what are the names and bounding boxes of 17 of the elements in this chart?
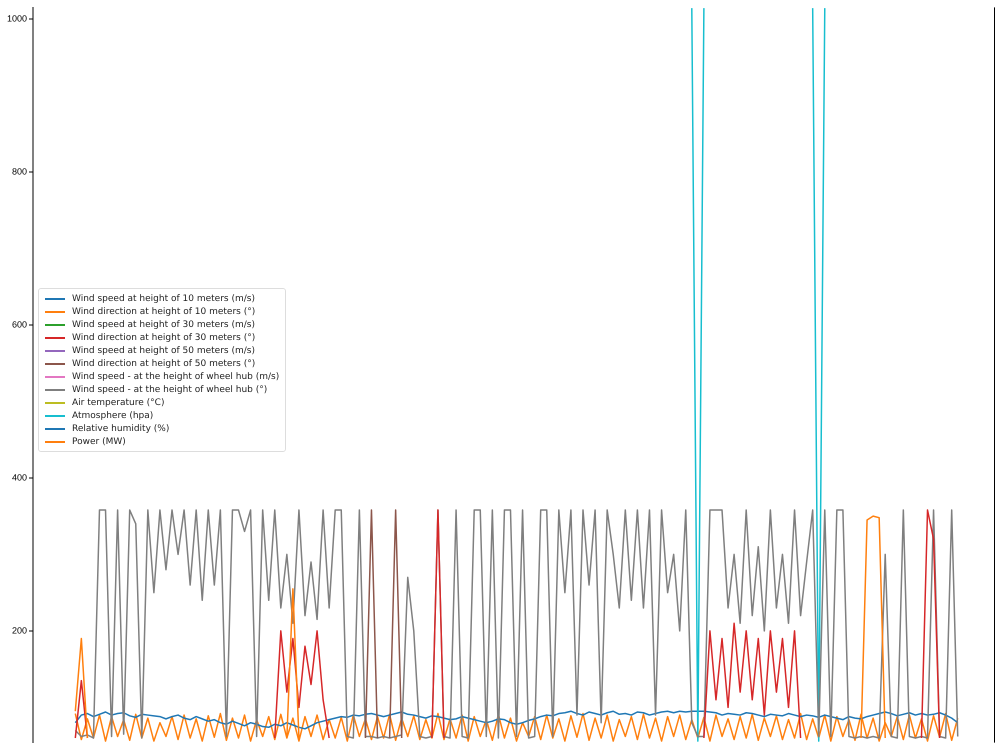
y-tick-label: 200 [12,625,27,636]
legend-label: Wind direction at height of 30 meters (°) [72,332,256,342]
legend-label: Wind direction at height of 50 meters (°) [72,358,256,368]
legend-label: Wind speed - at the height of wheel hub (m/s) [72,372,280,382]
legend-label: Wind speed at height of 50 meters (m/s) [72,346,255,356]
y-tick-label: 800 [12,166,27,176]
legend-label: Atmosphere (hpa) [72,410,154,420]
legend-label: Power (MW) [72,436,126,446]
legend-label: Relative humidity (%) [72,424,170,434]
legend-label: Wind speed at height of 10 meters (m/s) [72,294,255,304]
legend-label: Wind direction at height of 10 meters (°) [72,306,256,316]
legend-label: Air temperature (°C) [72,398,164,408]
legend-label: Wind speed at height of 30 meters (m/s) [72,320,255,330]
y-tick-label: 400 [12,472,27,482]
y-tick-label: 1000 [6,13,27,24]
y-tick-label: 600 [12,319,27,330]
legend-label: Wind speed - at the height of wheel hub (°) [72,384,268,394]
